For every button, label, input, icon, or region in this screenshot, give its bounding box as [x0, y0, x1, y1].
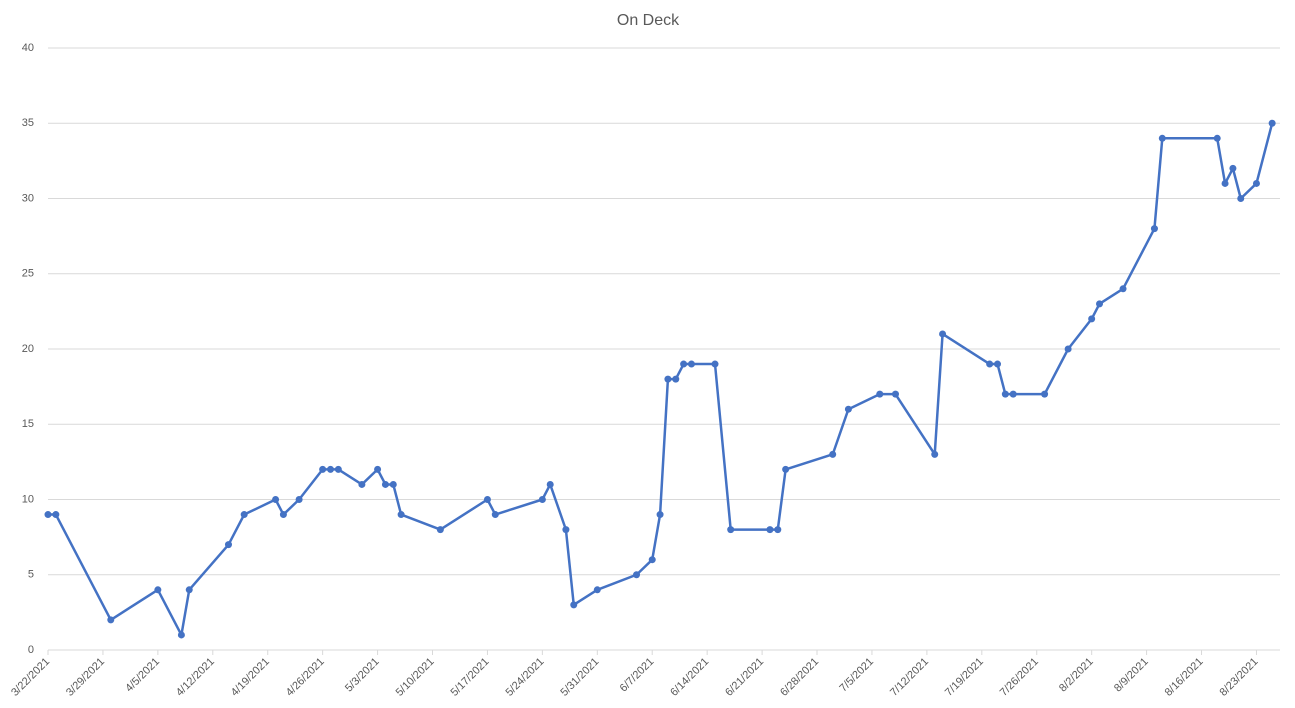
- point: [1213, 134, 1221, 142]
- point: [326, 465, 334, 473]
- point: [727, 526, 735, 534]
- point: [389, 480, 397, 488]
- point: [766, 526, 774, 534]
- chart-title: On Deck: [617, 12, 680, 29]
- point: [1229, 164, 1237, 172]
- point: [656, 511, 664, 519]
- point: [994, 360, 1002, 368]
- x-tick-label: 3/29/2021: [64, 656, 107, 699]
- x-tick-label: 5/24/2021: [503, 656, 546, 699]
- point: [891, 390, 899, 398]
- point: [185, 586, 193, 594]
- point: [876, 390, 884, 398]
- x-tick-label: 3/22/2021: [9, 656, 52, 699]
- x-tick-label: 5/3/2021: [343, 656, 382, 695]
- point: [648, 556, 656, 564]
- point: [334, 465, 342, 473]
- point: [562, 526, 570, 534]
- y-tick-label: 10: [22, 493, 34, 505]
- x-tick-label: 8/9/2021: [1112, 656, 1151, 695]
- point: [177, 631, 185, 639]
- x-tick-label: 8/2/2021: [1057, 656, 1096, 695]
- point: [1221, 179, 1229, 187]
- point: [711, 360, 719, 368]
- point: [1096, 300, 1104, 308]
- point: [224, 541, 232, 549]
- y-tick-label: 25: [22, 268, 34, 280]
- point: [687, 360, 695, 368]
- point: [633, 571, 641, 579]
- point: [374, 465, 382, 473]
- point: [1252, 179, 1260, 187]
- x-tick-label: 7/19/2021: [943, 656, 986, 699]
- point: [295, 496, 303, 503]
- x-tick-label: 6/28/2021: [778, 656, 821, 699]
- point: [1009, 390, 1017, 398]
- y-tick-label: 0: [28, 644, 34, 656]
- point: [939, 330, 947, 338]
- x-tick-label: 4/26/2021: [284, 656, 327, 699]
- x-tick-label: 7/26/2021: [998, 656, 1041, 699]
- x-tick-label: 6/14/2021: [668, 656, 711, 699]
- point: [844, 405, 852, 413]
- point: [1268, 119, 1276, 127]
- y-tick-label: 5: [28, 569, 34, 581]
- point: [829, 450, 837, 458]
- y-tick-label: 15: [22, 418, 34, 430]
- point: [986, 360, 994, 368]
- point: [107, 616, 115, 624]
- point: [664, 375, 672, 383]
- point: [319, 465, 327, 473]
- point: [570, 601, 578, 609]
- x-tick-label: 8/23/2021: [1218, 656, 1261, 699]
- point: [240, 511, 248, 519]
- x-tick-label: 4/12/2021: [174, 656, 217, 699]
- x-tick-label: 4/19/2021: [229, 656, 272, 699]
- point: [672, 375, 680, 383]
- point: [1001, 390, 1009, 398]
- x-tick-label: 7/5/2021: [837, 656, 876, 695]
- point: [538, 496, 546, 503]
- point: [1237, 195, 1245, 202]
- point: [1064, 345, 1072, 353]
- point: [593, 586, 601, 594]
- x-tick-label: 5/10/2021: [394, 656, 437, 699]
- y-tick-label: 30: [22, 192, 34, 204]
- point: [154, 586, 162, 594]
- point: [491, 511, 499, 519]
- point: [436, 526, 444, 534]
- x-tick-label: 6/7/2021: [618, 656, 657, 695]
- point: [44, 511, 52, 519]
- point: [1041, 390, 1049, 398]
- point: [52, 511, 60, 519]
- point: [680, 360, 688, 368]
- x-tick-label: 5/17/2021: [449, 656, 492, 699]
- point: [546, 480, 554, 488]
- point: [774, 526, 782, 534]
- point: [1088, 315, 1096, 323]
- x-tick-label: 6/21/2021: [723, 656, 766, 699]
- point: [381, 480, 389, 488]
- series-line: [48, 122, 1274, 637]
- point: [931, 450, 939, 458]
- y-tick-label: 40: [22, 42, 34, 54]
- point: [1119, 285, 1127, 293]
- point: [279, 511, 287, 519]
- point: [397, 511, 405, 519]
- x-tick-label: 4/5/2021: [123, 656, 162, 695]
- point: [1150, 225, 1158, 233]
- point: [1158, 134, 1166, 142]
- point: [358, 480, 366, 488]
- x-tick-label: 7/12/2021: [888, 656, 931, 699]
- point: [272, 496, 280, 503]
- y-tick-label: 20: [22, 343, 34, 355]
- y-tick-label: 35: [22, 117, 34, 129]
- point: [483, 496, 491, 503]
- point: [782, 465, 790, 473]
- x-tick-label: 5/31/2021: [558, 656, 601, 699]
- x-tick-label: 8/16/2021: [1163, 656, 1206, 699]
